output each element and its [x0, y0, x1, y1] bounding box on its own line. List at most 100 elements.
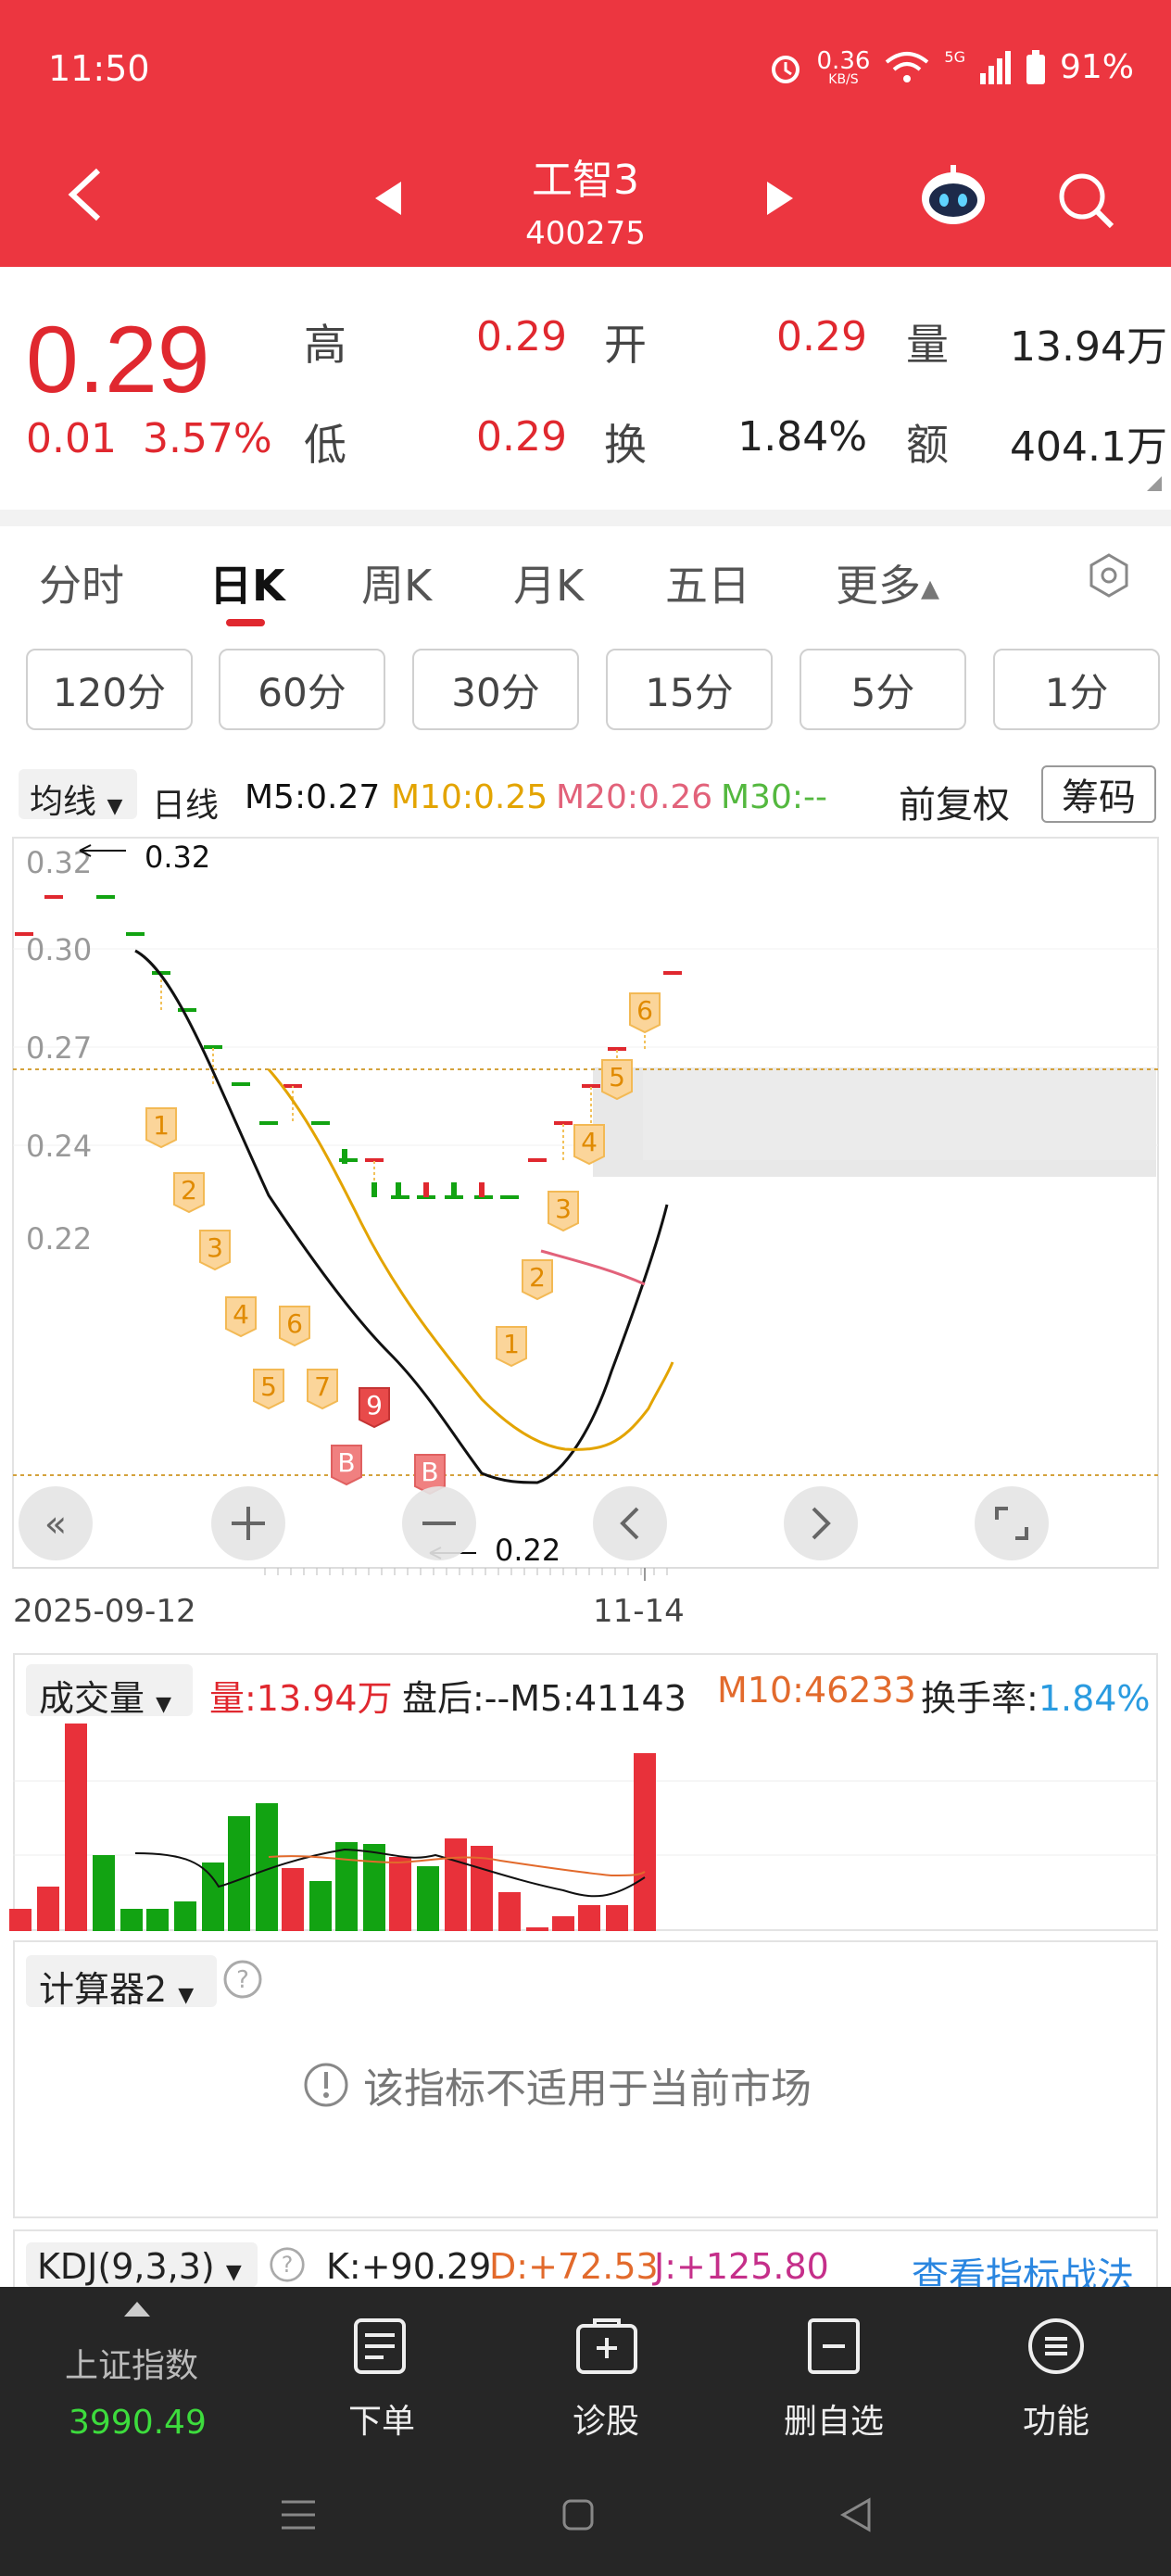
recents-icon[interactable] [278, 2496, 319, 2533]
scroll-left-button[interactable] [593, 1486, 667, 1560]
signal-badge: 4 [573, 1124, 605, 1166]
max-price-annotation: 0.32 [145, 840, 210, 875]
svg-text:4: 4 [581, 1127, 598, 1157]
android-back-icon[interactable] [837, 2496, 875, 2533]
tab-five-day[interactable]: 五日 [665, 561, 750, 611]
kdj-help-icon[interactable]: ? [269, 2246, 306, 2283]
volume-bar [552, 1916, 574, 1931]
unsupported-notice: 该指标不适用于当前市场 [302, 2055, 812, 2115]
svg-text:9: 9 [366, 1390, 383, 1421]
volume-bar [606, 1905, 628, 1931]
after-hours-label: 盘后:--M5:41143 [402, 1678, 686, 1719]
kdj-dropdown-label: KDJ(9,3,3) ▼ [37, 2246, 242, 2287]
candle-body [342, 1149, 347, 1164]
robot-assistant-icon[interactable] [917, 163, 989, 228]
signal-badge: 9 [359, 1387, 390, 1429]
ma30-value: M30:-- [721, 778, 827, 816]
volume-bar [498, 1892, 521, 1931]
adjust-button[interactable]: 前复权 [899, 784, 1010, 827]
minute-120-button[interactable]: 120分 [26, 649, 193, 730]
minute-1-button[interactable]: 1分 [993, 649, 1160, 730]
menu-icon[interactable] [1026, 2317, 1086, 2376]
back-icon[interactable] [65, 167, 106, 222]
x-end-date: 11-14 [593, 1593, 685, 1630]
volume-bar [445, 1838, 467, 1931]
svg-text:?: ? [282, 2252, 294, 2278]
volume-bar [578, 1905, 600, 1931]
volume-bar [9, 1909, 31, 1931]
svg-text:6: 6 [286, 1308, 303, 1339]
prev-stock-icon[interactable] [375, 182, 401, 215]
calculator-dropdown[interactable] [26, 1955, 217, 2007]
volume-bar [417, 1866, 439, 1931]
tab-more[interactable]: 更多▲ [836, 561, 939, 611]
tab-weekly-k[interactable]: 周K [361, 561, 433, 611]
svg-text:3: 3 [555, 1193, 572, 1224]
volume-m10-label: M10:46233 [717, 1670, 916, 1711]
volume-bar [335, 1842, 358, 1931]
chip-button[interactable]: 筹码 [1041, 765, 1156, 823]
remove-watchlist-button[interactable]: 删自选 [783, 2403, 884, 2441]
scroll-right-button[interactable] [784, 1486, 858, 1560]
diagnose-icon[interactable] [574, 2317, 639, 2376]
fullscreen-button[interactable] [975, 1486, 1049, 1560]
svg-text:B: B [421, 1457, 438, 1487]
volume-bar [174, 1901, 196, 1931]
minute-15-button[interactable]: 15分 [606, 649, 773, 730]
function-button[interactable]: 功能 [1022, 2403, 1089, 2441]
volume-label: 量 [906, 320, 949, 370]
settings-icon[interactable] [1086, 552, 1132, 599]
divider [0, 510, 1171, 526]
volume-bar [202, 1863, 224, 1931]
tab-monthly-k[interactable]: 月K [513, 561, 585, 611]
ma-dropdown[interactable] [19, 769, 137, 819]
tab-daily-k[interactable]: 日K [209, 561, 285, 611]
caret-down-icon: ▼ [156, 1693, 172, 1716]
expand-corner-icon[interactable] [1147, 476, 1162, 491]
chevron-right-icon [812, 1507, 831, 1540]
search-icon[interactable] [1056, 170, 1115, 230]
help-icon[interactable]: ? [222, 1959, 263, 2000]
status-time: 11:50 [48, 48, 150, 89]
minute-60-button[interactable]: 60分 [219, 649, 385, 730]
status-icons: 0.36 KB/S 5G 91% [767, 48, 1134, 86]
battery-level: 91% [1059, 48, 1134, 86]
diagnose-button[interactable]: 诊股 [572, 2403, 639, 2441]
signal-badge: 6 [279, 1306, 310, 1347]
signal-badge: 4 [225, 1296, 257, 1338]
order-button[interactable]: 下单 [347, 2403, 415, 2441]
x-start-date: 2025-09-12 [13, 1593, 196, 1630]
volume-ma5-line [134, 1848, 646, 1898]
volume-bar [65, 1724, 87, 1931]
next-stock-icon[interactable] [767, 182, 793, 215]
remove-watchlist-icon[interactable] [806, 2317, 862, 2376]
volume-bar [363, 1844, 385, 1931]
turnover-label: 换 [604, 420, 647, 470]
minute-30-button[interactable]: 30分 [412, 649, 579, 730]
expand-up-icon[interactable] [124, 2302, 150, 2317]
volume-bar [146, 1909, 169, 1931]
caret-down-icon: ▼ [178, 1984, 195, 2007]
kdj-dropdown[interactable] [26, 2242, 258, 2287]
ma10-line [267, 1068, 674, 1451]
calculator-dropdown-label: 计算器2 ▼ [39, 1969, 195, 2010]
volume-dropdown-label: 成交量 ▼ [39, 1678, 172, 1719]
minute-5-button[interactable]: 5分 [800, 649, 966, 730]
order-icon[interactable] [352, 2317, 408, 2376]
svg-text:B: B [337, 1447, 355, 1478]
max-arrow-icon [79, 844, 126, 857]
volume-dropdown[interactable] [26, 1664, 193, 1716]
wifi-icon [886, 51, 929, 82]
index-name[interactable]: 上证指数 [65, 2347, 199, 2385]
turnover-rate-label: 换手率:1.84% [921, 1678, 1151, 1719]
signal-icon [979, 50, 1011, 84]
home-icon[interactable] [561, 2498, 595, 2532]
rewind-button[interactable] [19, 1486, 93, 1560]
signal-badge: 7 [307, 1369, 338, 1410]
volume-value: 13.94万 [1010, 323, 1167, 371]
svg-text:2: 2 [181, 1175, 197, 1206]
signal-badge: 5 [601, 1059, 633, 1101]
tab-fenshi[interactable]: 分时 [39, 561, 124, 611]
kdj-j-value: J:+125.80 [654, 2246, 829, 2287]
